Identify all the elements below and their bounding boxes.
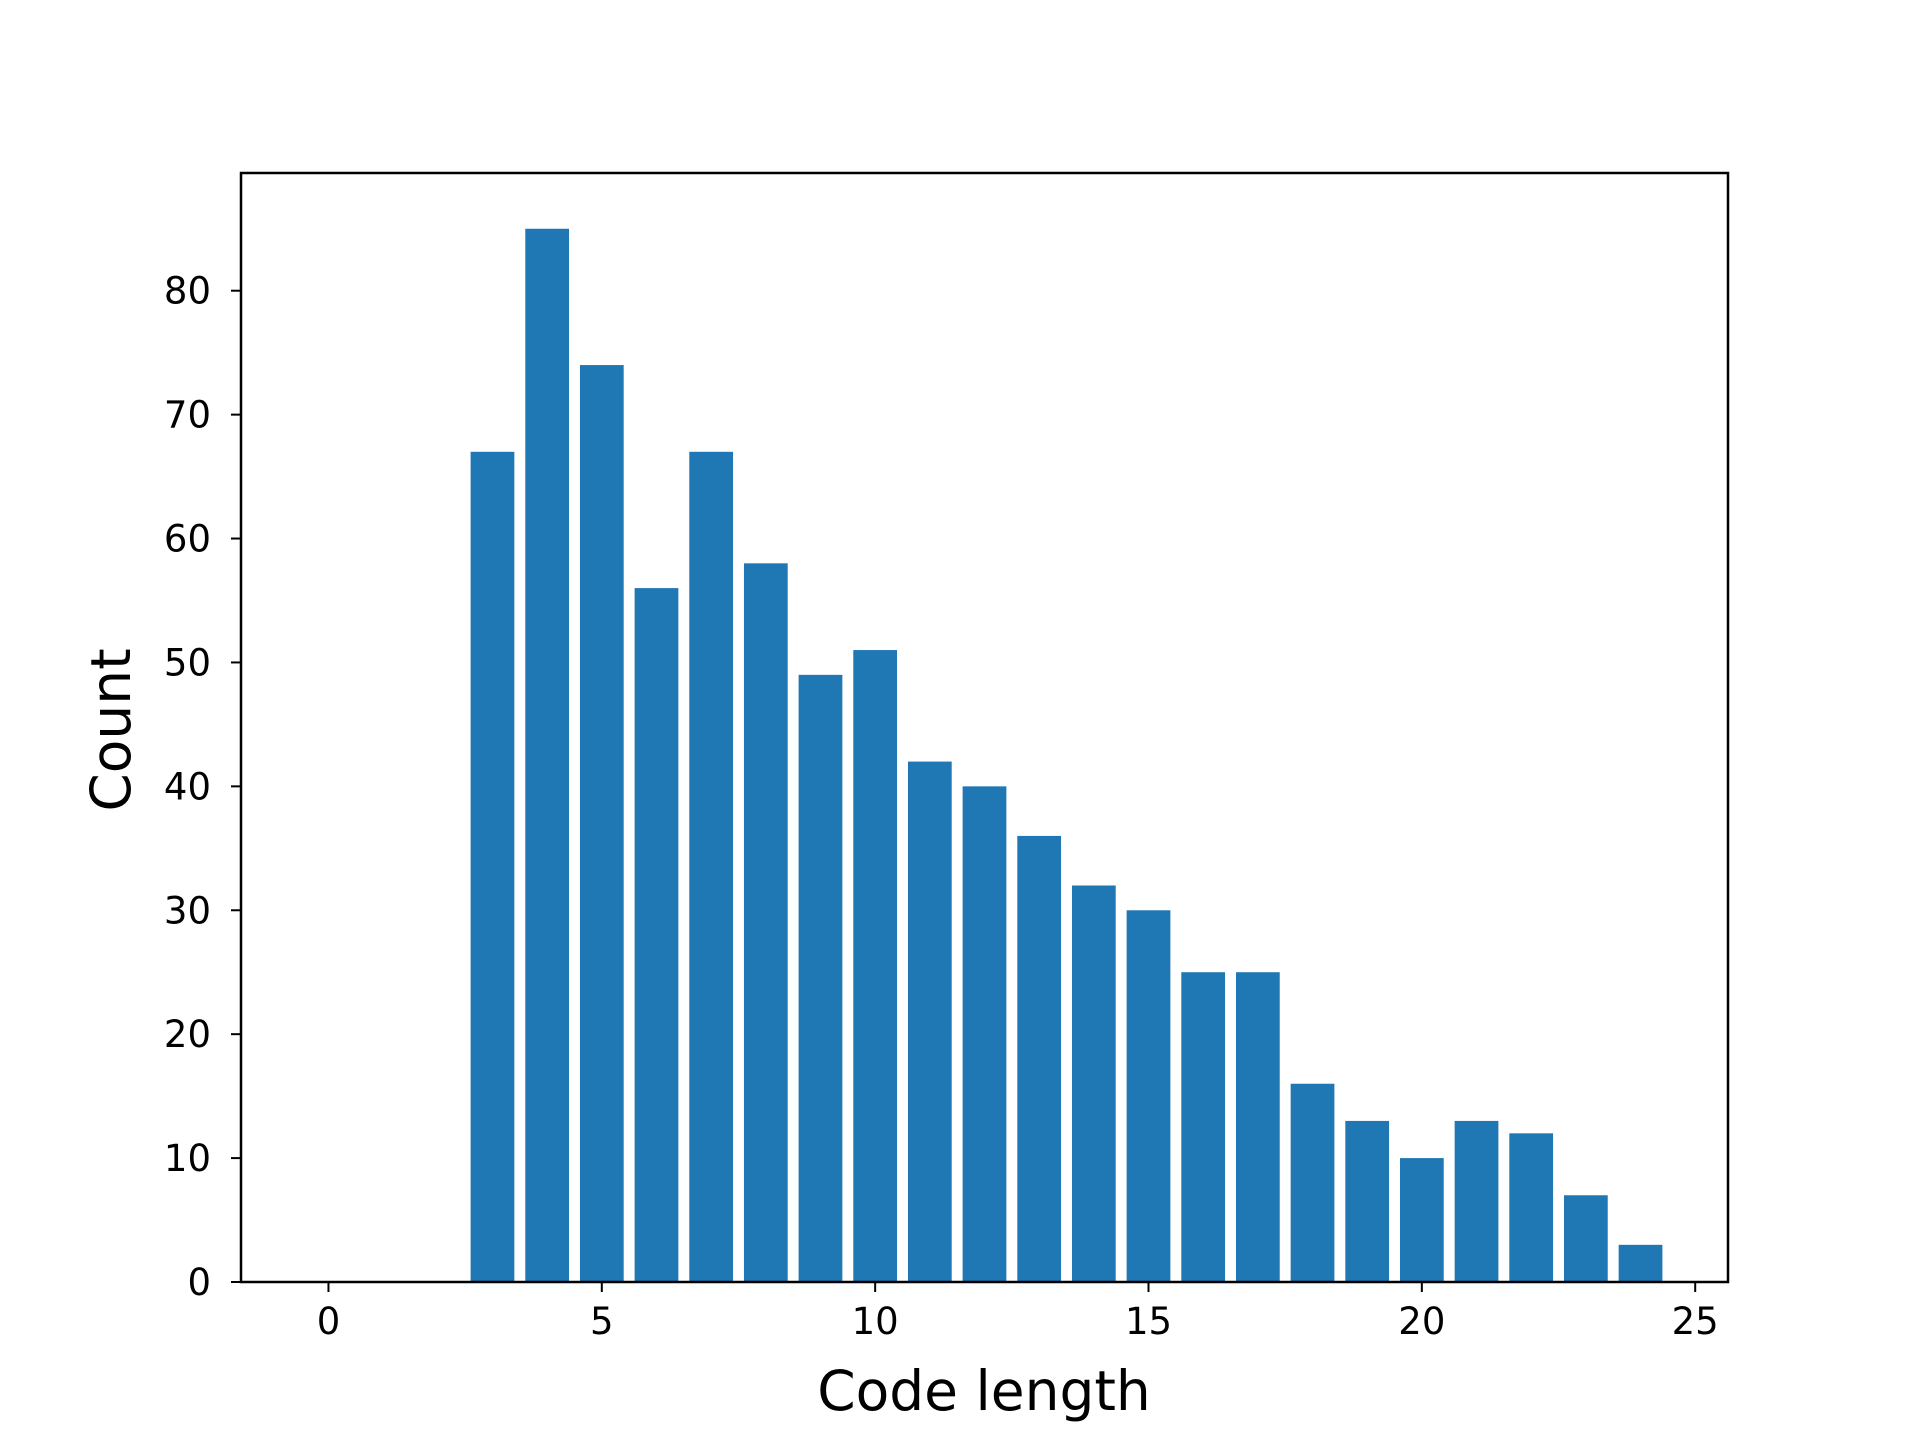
bar-19 [1345, 1120, 1390, 1282]
y-tick-label-50: 50 [164, 641, 211, 684]
bar-24 [1618, 1244, 1663, 1282]
bar-23 [1563, 1195, 1608, 1282]
bar-15 [1126, 910, 1171, 1282]
x-tick-label-5: 5 [590, 1300, 614, 1343]
y-tick-label-60: 60 [164, 518, 211, 561]
bar-21 [1454, 1120, 1499, 1282]
bar-20 [1399, 1158, 1444, 1282]
bar-10 [853, 650, 898, 1282]
y-tick-label-0: 0 [187, 1261, 211, 1304]
bar-8 [743, 563, 788, 1282]
x-tick-label-15: 15 [1125, 1300, 1172, 1343]
x-tick-label-20: 20 [1398, 1300, 1445, 1343]
y-tick-label-20: 20 [164, 1013, 211, 1056]
x-tick-label-0: 0 [317, 1300, 341, 1343]
y-tick-label-40: 40 [164, 765, 211, 808]
bar-3 [470, 451, 515, 1282]
bar-6 [634, 588, 679, 1282]
bar-9 [798, 674, 843, 1282]
bar-7 [689, 451, 734, 1282]
x-tick-label-10: 10 [852, 1300, 899, 1343]
bar-16 [1181, 972, 1226, 1282]
bar-11 [907, 761, 952, 1282]
y-tick-label-10: 10 [164, 1137, 211, 1180]
bar-4 [525, 228, 570, 1282]
x-axis-label: Code length [817, 1359, 1151, 1423]
plot-frame [239, 171, 1730, 1284]
bar-12 [962, 786, 1007, 1282]
ticks-group: 0 5 10 15 20 25 0 10 20 30 40 50 60 70 80 [164, 270, 1719, 1343]
bar-13 [1017, 835, 1062, 1282]
y-tick-label-70: 70 [164, 394, 211, 437]
bar-14 [1071, 885, 1116, 1282]
x-tick-label-25: 25 [1672, 1300, 1719, 1343]
y-tick-label-80: 80 [164, 270, 211, 313]
y-tick-label-30: 30 [164, 889, 211, 932]
bar-5 [579, 365, 624, 1282]
bars-group [470, 228, 1663, 1282]
bar-18 [1290, 1083, 1335, 1282]
y-axis-label: Count [79, 648, 143, 811]
bar-22 [1509, 1133, 1554, 1282]
bar-17 [1235, 972, 1280, 1282]
